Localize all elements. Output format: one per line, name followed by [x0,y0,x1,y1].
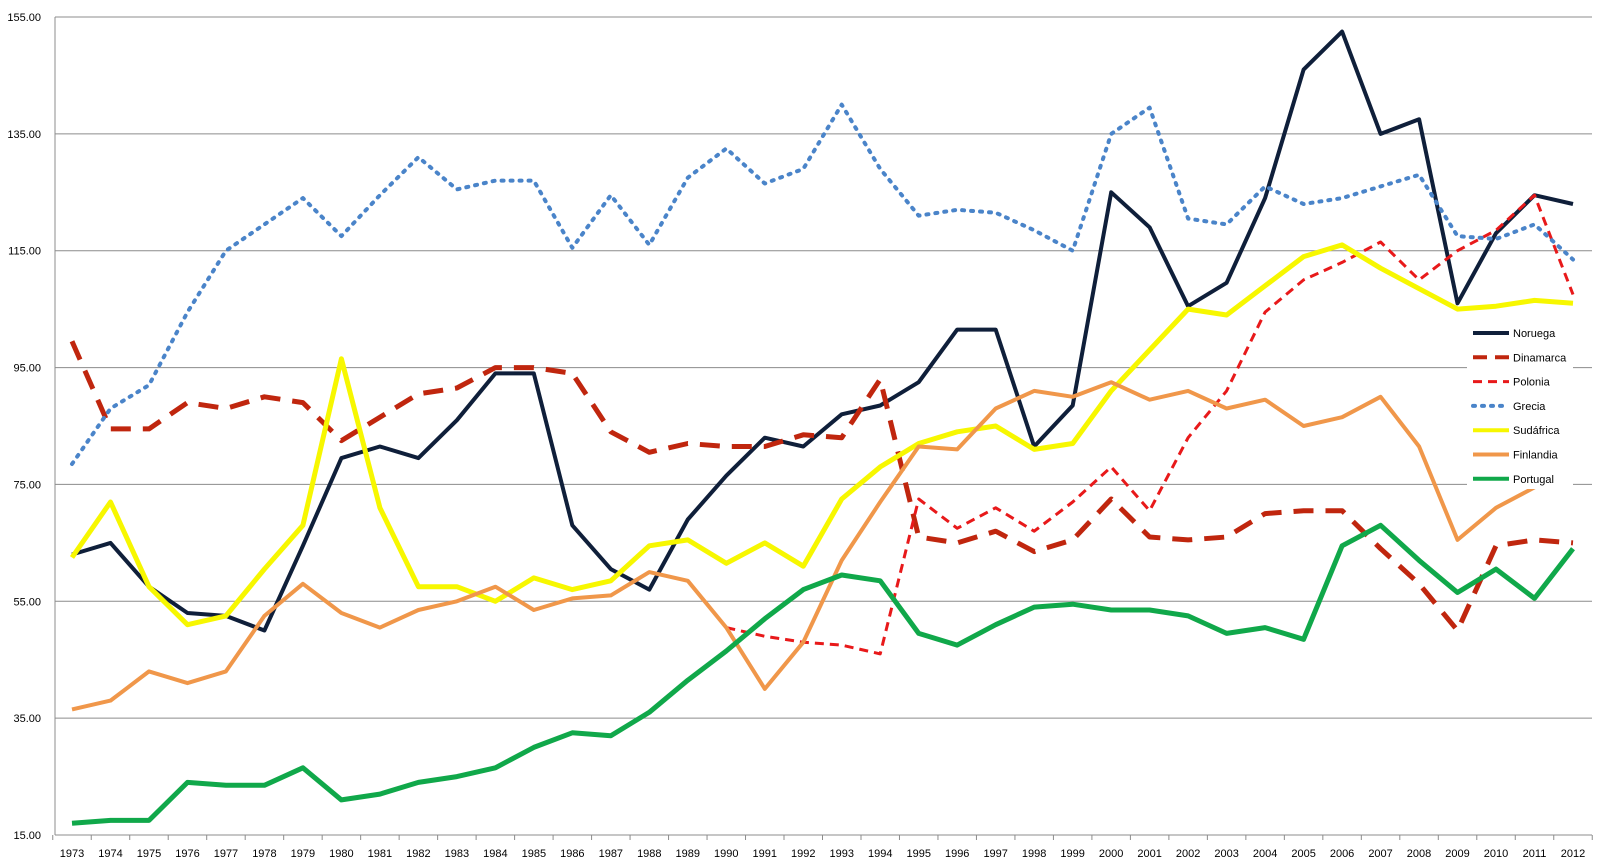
series-line-polonia [725,193,1575,656]
series-line-grecia [70,102,1575,466]
series-line-portugal [71,522,1575,826]
x-tick-label: 1996 [945,848,969,860]
x-tick-label: 1974 [98,848,122,860]
x-tick-label: 2009 [1445,848,1469,860]
y-tick-label: 75.00 [13,479,41,491]
x-tick-label: 2008 [1407,848,1431,860]
x-tick-label: 1986 [560,848,584,860]
legend-label: Grecia [1513,401,1546,413]
x-tick-label: 1995 [906,848,930,860]
x-tick-label: 1979 [291,848,315,860]
legend-label: Noruega [1513,328,1556,340]
x-tick-label: 2004 [1253,848,1277,860]
legend-label: Portugal [1513,474,1554,486]
x-tick-label: 1997 [983,848,1007,860]
x-tick-label: 2003 [1214,848,1238,860]
series-line-dinamarca [69,340,1574,633]
x-tick-label: 1980 [329,848,353,860]
x-tick-label: 2000 [1099,848,1123,860]
y-tick-label: 95.00 [13,363,41,375]
x-tick-label: 2012 [1561,848,1585,860]
x-tick-label: 1981 [368,848,392,860]
x-tick-label: 2001 [1137,848,1161,860]
x-tick-label: 1992 [791,848,815,860]
x-tick-label: 2002 [1176,848,1200,860]
x-tick-label: 1978 [252,848,276,860]
x-tick-label: 1988 [637,848,661,860]
y-tick-label: 55.00 [13,596,41,608]
y-tick-label: 135.00 [7,129,41,141]
x-axis-tick-labels: 1973 1974 1975 1976 1977 1978 1979 1980 1981 1982… [60,848,1585,860]
x-tick-label: 2010 [1484,848,1508,860]
x-tick-label: 2007 [1368,848,1392,860]
x-tick-label: 2006 [1330,848,1354,860]
x-tick-label: 1994 [868,848,892,860]
x-tick-label: 1985 [522,848,546,860]
x-tick-label: 2011 [1523,848,1547,860]
y-tick-label: 155.00 [7,12,41,24]
x-tick-label: 1984 [483,848,507,860]
x-tick-label: 1991 [753,848,777,860]
x-tick-label: 1998 [1022,848,1046,860]
y-axis-tick-labels: 155.00 135.00 115.00 95.00 75.00 55.00 35.00 15… [7,12,41,842]
series-lines [69,29,1575,826]
x-tick-label: 1989 [676,848,700,860]
x-tick-label: 1990 [714,848,738,860]
x-tick-label: 1982 [406,848,430,860]
x-tick-label: 1977 [214,848,238,860]
x-tick-label: 1999 [1060,848,1084,860]
series-line-finlandia [71,380,1536,712]
x-tick-label: 1983 [445,848,469,860]
legend-label: Polonia [1513,377,1551,389]
y-tick-label: 15.00 [13,830,41,842]
series-line-sudfrica [69,242,1574,628]
y-tick-label: 35.00 [13,713,41,725]
legend: Noruega Dinamarca Polonia Grecia Sudáfrica Fi… [1467,319,1573,489]
x-tick-label: 1973 [60,848,84,860]
y-tick-label: 115.00 [8,246,41,258]
legend-box [1467,319,1573,489]
legend-label: Finlandia [1513,450,1559,462]
x-tick-label: 1993 [830,848,854,860]
x-tick-label: 1987 [599,848,623,860]
x-tick-label: 1976 [175,848,199,860]
legend-label: Sudáfrica [1513,425,1560,437]
series-line-noruega [71,29,1574,633]
x-tick-label: 2005 [1291,848,1315,860]
axes [52,17,1593,840]
legend-label: Dinamarca [1513,352,1567,364]
x-tick-label: 1975 [137,848,161,860]
gridlines [55,16,1592,836]
